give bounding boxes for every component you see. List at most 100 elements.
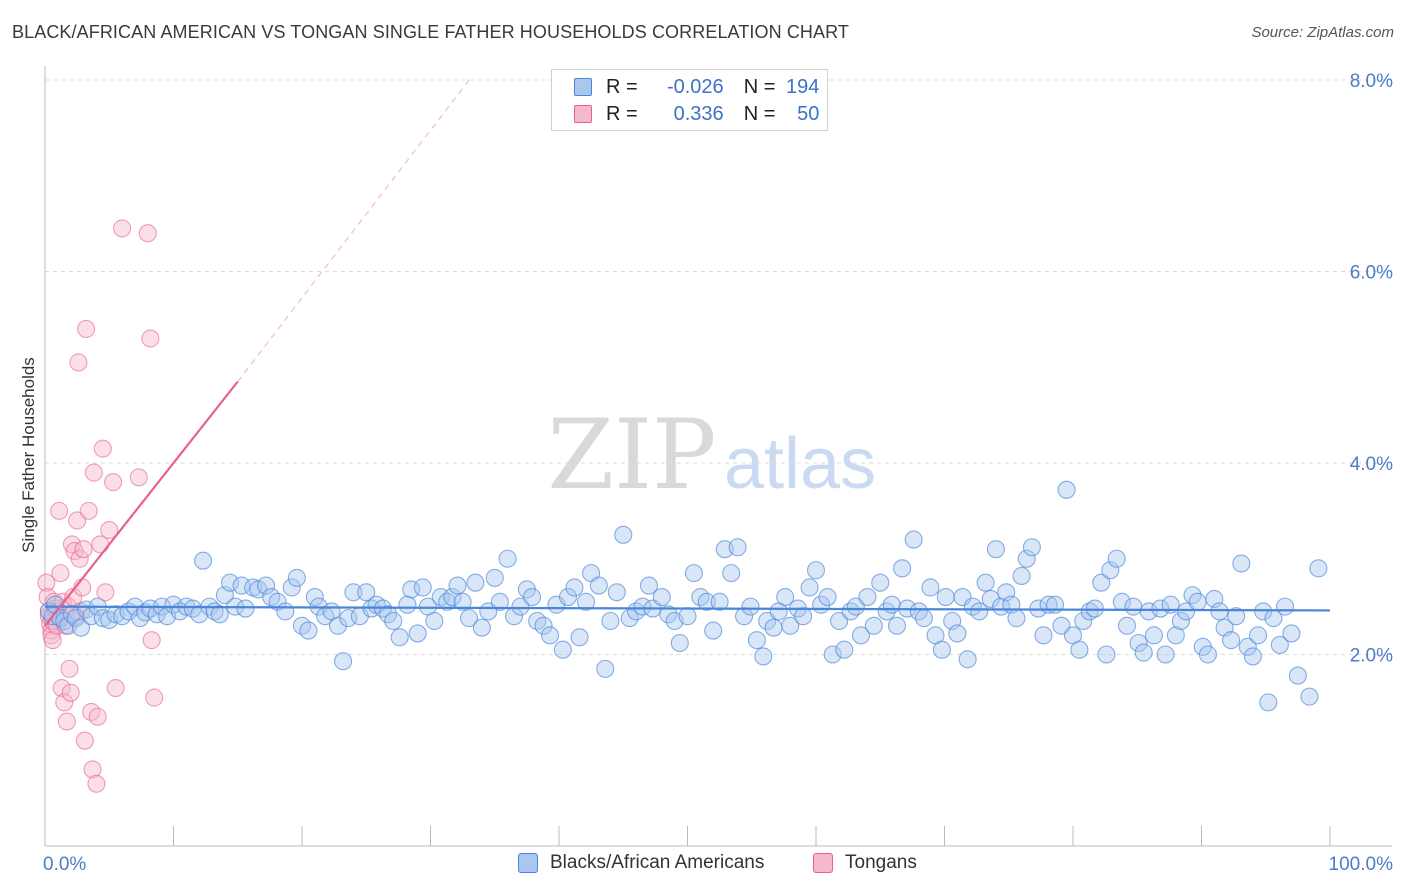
tongans-points: [37, 219, 164, 793]
blacks-point: [1117, 616, 1137, 635]
blacks-point: [904, 530, 923, 549]
blacks-point: [1124, 597, 1143, 616]
axes: [44, 66, 1392, 847]
blacks-point: [402, 580, 421, 599]
blacks-point: [565, 578, 584, 597]
legend-item-blacks[interactable]: Blacks/African Americans: [518, 852, 764, 874]
blacks-point: [1139, 602, 1158, 621]
y-tick-label: 4.0%: [1350, 454, 1393, 475]
blacks-point: [1254, 602, 1273, 621]
tongans-point: [83, 760, 102, 779]
blacks-point: [893, 559, 912, 578]
tongans-point: [74, 540, 93, 559]
blacks-point: [1210, 602, 1229, 621]
blacks-point: [858, 587, 877, 607]
blacks-point: [1198, 645, 1217, 664]
blacks-point: [607, 583, 626, 602]
chart-title: BLACK/AFRICAN AMERICAN VS TONGAN SINGLE …: [12, 22, 849, 42]
blacks-point: [1243, 647, 1262, 666]
blacks-point: [268, 592, 287, 611]
correlation-legend: R = -0.026 N = 194 R = 0.336 N = 50: [551, 69, 828, 131]
tongans-point: [51, 564, 70, 583]
blacks-point: [704, 621, 723, 640]
tongans-point: [87, 774, 106, 793]
tongans-point: [142, 631, 161, 650]
legend-r-value: 0.336: [673, 102, 724, 125]
legend-item-tongans[interactable]: Tongans: [813, 852, 917, 874]
blacks-point: [747, 631, 766, 650]
tongans-trend-line: [44, 380, 239, 627]
blacks-point: [1248, 626, 1268, 645]
legend-label-blacks: Blacks/African Americans: [550, 852, 765, 873]
blacks-point: [1282, 624, 1301, 643]
blacks-point: [851, 626, 871, 645]
blacks-point: [1107, 549, 1126, 568]
blacks-point: [871, 573, 890, 592]
blacks-point: [220, 573, 240, 592]
tongans-point: [138, 224, 157, 243]
blacks-point: [210, 605, 229, 624]
x-tick-label: 0.0%: [43, 854, 86, 875]
blacks-point: [1097, 645, 1116, 664]
blacks-point: [1101, 561, 1120, 580]
tongans-point: [79, 501, 98, 520]
tongans-point: [84, 463, 103, 482]
tick-labels: 2.0% 4.0% 6.0% 8.0% 0.0% 100.0%: [43, 71, 1393, 875]
blacks-point: [1034, 626, 1053, 645]
tongans-point: [37, 573, 56, 592]
legend-swatch-blue: [574, 78, 592, 96]
blacks-point: [776, 587, 795, 607]
blacks-point: [1129, 633, 1148, 653]
blacks-point: [357, 583, 376, 602]
blacks-point: [1080, 602, 1099, 621]
blacks-point: [384, 611, 403, 631]
grid-lines: [45, 79, 1392, 655]
tongans-point: [113, 219, 132, 238]
legend-row-tongans: R = 0.336 N = 50: [574, 102, 819, 126]
legend-n-label: N =: [743, 102, 776, 125]
blacks-point: [1092, 573, 1111, 592]
blacks-point: [1270, 635, 1289, 654]
tongans-point: [93, 439, 112, 458]
blacks-point: [659, 605, 678, 624]
blacks-point: [684, 564, 703, 583]
blacks-point: [1156, 645, 1175, 664]
blacks-point: [390, 628, 409, 647]
tongans-point: [100, 520, 119, 540]
blacks-point: [287, 568, 306, 587]
blacks-point: [1151, 599, 1170, 618]
blacks-point: [425, 611, 444, 631]
blacks-point: [921, 578, 940, 597]
blacks-point: [299, 621, 318, 640]
legend-n-label: N =: [743, 75, 776, 98]
blacks-point: [1070, 640, 1089, 659]
blacks-point: [558, 587, 578, 607]
blacks-point: [887, 616, 907, 635]
blacks-point: [553, 640, 572, 659]
blacks-point: [958, 650, 977, 669]
blacks-point: [936, 587, 955, 607]
blacks-point: [232, 576, 251, 595]
blacks-point: [1188, 592, 1207, 611]
blacks-point: [652, 587, 671, 607]
blacks-point: [498, 549, 517, 568]
blacks-point: [806, 561, 826, 580]
blacks-point: [678, 607, 697, 626]
tongans-point: [70, 549, 89, 568]
blacks-point: [882, 595, 901, 614]
blacks-point: [1166, 626, 1185, 645]
blacks-point: [818, 587, 837, 607]
blacks-point: [256, 576, 276, 595]
blacks-point: [1275, 597, 1295, 616]
blacks-point: [1022, 538, 1041, 557]
blacks-point: [864, 616, 883, 635]
blacks-point: [614, 525, 633, 544]
x-tick-label: 100.0%: [1329, 854, 1394, 875]
blacks-point: [1017, 549, 1036, 568]
blacks-point: [190, 605, 209, 624]
legend-swatch-blue: [518, 853, 538, 873]
source-label: Source: ZipAtlas.com: [1251, 24, 1394, 41]
blacks-point: [976, 573, 995, 592]
blacks-point: [339, 609, 358, 628]
